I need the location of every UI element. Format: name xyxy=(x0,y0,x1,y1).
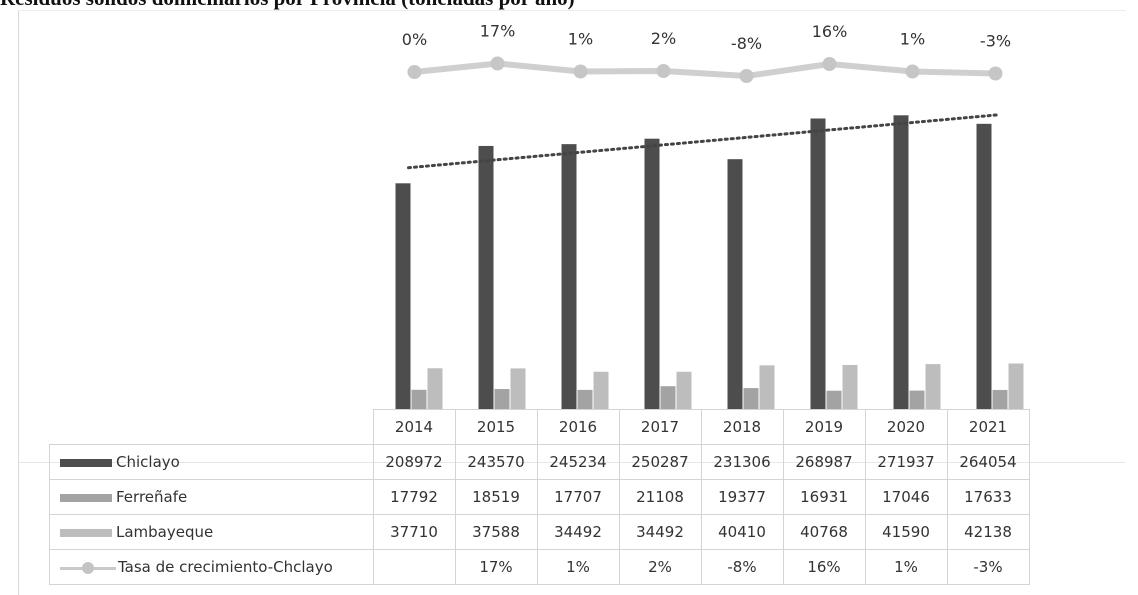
bar-lambayeque-2020 xyxy=(925,364,941,409)
point-tasa-2018 xyxy=(739,69,754,83)
table-cell: 34492 xyxy=(536,514,620,550)
table-cell: -8% xyxy=(700,549,784,585)
table-cell: 17% xyxy=(454,549,538,585)
table-cell: 40768 xyxy=(782,514,866,550)
legend-label-ferreñafe: Ferreñafe xyxy=(49,479,374,515)
bar-lambayeque-2018 xyxy=(759,365,775,409)
table-cell: 271937 xyxy=(864,444,948,480)
table-cell: 1% xyxy=(864,549,948,585)
chart-title: Residuos sólidos domiciliarios por Provi… xyxy=(0,0,1138,16)
table-row: Ferreñafe 17792 18519 17707 21108 19377 16931 1… xyxy=(49,479,1030,515)
table-cell: 42138 xyxy=(946,514,1030,550)
table-cell: 17707 xyxy=(536,479,620,515)
table-cell: 16931 xyxy=(782,479,866,515)
year-2020: 2020 xyxy=(864,409,948,445)
bar-ferreñafe-2016 xyxy=(577,389,593,409)
point-tasa-2015 xyxy=(490,56,505,71)
table-cell: 40410 xyxy=(700,514,784,550)
point-tasa-2014 xyxy=(407,65,422,79)
data-label-tasa-2017: 2% xyxy=(651,29,676,48)
point-tasa-2021 xyxy=(988,66,1003,81)
data-table: 2014 2015 2016 2017 2018 2019 2020 2021 Chiclay… xyxy=(49,409,1030,585)
table-cell: 16% xyxy=(782,549,866,585)
table-cell xyxy=(372,549,456,585)
table-row: Tasa de crecimiento-Chclayo 17% 1% 2% -8% 16%… xyxy=(49,549,1030,585)
table-cell: -3% xyxy=(946,549,1030,585)
year-2014: 2014 xyxy=(372,409,456,445)
table-row: Lambayeque 37710 37588 34492 34492 40410 40768… xyxy=(49,514,1030,550)
table-cell: 245234 xyxy=(536,444,620,480)
table-cell: 231306 xyxy=(700,444,784,480)
bar-lambayeque-2014 xyxy=(427,368,443,409)
year-2017: 2017 xyxy=(618,409,702,445)
table-cell: 268987 xyxy=(782,444,866,480)
table-cell: 34492 xyxy=(618,514,702,550)
trendline-chiclayo xyxy=(407,113,999,170)
table-cell: 18519 xyxy=(454,479,538,515)
data-label-tasa-2021: -3% xyxy=(980,32,1011,51)
bar-chiclayo-2018 xyxy=(727,159,743,409)
bar-lambayeque-2015 xyxy=(510,368,526,409)
bar-lambayeque-2019 xyxy=(842,364,858,409)
table-cell: 250287 xyxy=(618,444,702,480)
bar-ferreñafe-2018 xyxy=(743,388,759,409)
year-2018: 2018 xyxy=(700,409,784,445)
table-cell: 1% xyxy=(536,549,620,585)
legend-swatch xyxy=(60,458,112,467)
table-cell: 37588 xyxy=(454,514,538,550)
legend-label-chiclayo: Chiclayo xyxy=(49,444,374,480)
table-cell: 41590 xyxy=(864,514,948,550)
bar-chiclayo-2020 xyxy=(893,115,909,409)
data-label-tasa-2019: 16% xyxy=(812,22,848,41)
table-cell: 264054 xyxy=(946,444,1030,480)
bar-ferreñafe-2014 xyxy=(411,389,427,409)
point-tasa-2019 xyxy=(822,57,837,71)
table-cell: 17792 xyxy=(372,479,456,515)
legend-line-swatch xyxy=(60,561,116,574)
bar-chiclayo-2019 xyxy=(810,118,826,409)
bar-lambayeque-2017 xyxy=(676,371,692,409)
point-tasa-2020 xyxy=(905,64,920,79)
bar-chiclayo-2015 xyxy=(478,145,494,409)
bar-ferreñafe-2021 xyxy=(992,389,1008,409)
bar-chiclayo-2021 xyxy=(976,123,992,409)
year-2015: 2015 xyxy=(454,409,538,445)
bar-lambayeque-2016 xyxy=(593,371,609,409)
bar-chiclayo-2017 xyxy=(644,138,660,409)
bar-chiclayo-2014 xyxy=(395,183,411,409)
year-2019: 2019 xyxy=(782,409,866,445)
data-label-tasa-2014: 0% xyxy=(402,30,427,49)
table-cell: 17633 xyxy=(946,479,1030,515)
table-cell: 208972 xyxy=(372,444,456,480)
table-cell: 19377 xyxy=(700,479,784,515)
data-label-tasa-2015: 17% xyxy=(480,22,516,41)
year-2016: 2016 xyxy=(536,409,620,445)
table-cell: 243570 xyxy=(454,444,538,480)
bar-lambayeque-2021 xyxy=(1008,363,1024,409)
bar-ferreñafe-2019 xyxy=(826,390,842,409)
table-cell: 17046 xyxy=(864,479,948,515)
bar-chiclayo-2016 xyxy=(561,144,577,409)
data-label-tasa-2018: -8% xyxy=(731,34,762,53)
legend-label-tasa: Tasa de crecimiento-Chclayo xyxy=(49,549,374,585)
table-cell: 37710 xyxy=(372,514,456,550)
table-cell: 2% xyxy=(618,549,702,585)
point-tasa-2017 xyxy=(656,64,671,78)
bar-ferreñafe-2017 xyxy=(660,386,676,409)
point-tasa-2016 xyxy=(573,64,588,79)
year-header-row: 2014 2015 2016 2017 2018 2019 2020 2021 xyxy=(50,409,1030,445)
bar-ferreñafe-2020 xyxy=(909,390,925,409)
legend-label-lambayeque: Lambayeque xyxy=(49,514,374,550)
table-row: Chiclayo 208972 243570 245234 250287 231306 26… xyxy=(49,444,1030,480)
legend-swatch xyxy=(60,528,112,537)
table-cell: 21108 xyxy=(618,479,702,515)
year-2021: 2021 xyxy=(946,409,1030,445)
bar-ferreñafe-2015 xyxy=(494,388,510,409)
line-tasa-crecimiento xyxy=(414,60,996,79)
corner-cell xyxy=(50,410,374,445)
data-label-tasa-2016: 1% xyxy=(568,30,593,49)
legend-swatch xyxy=(60,493,112,502)
data-label-tasa-2020: 1% xyxy=(900,30,925,49)
